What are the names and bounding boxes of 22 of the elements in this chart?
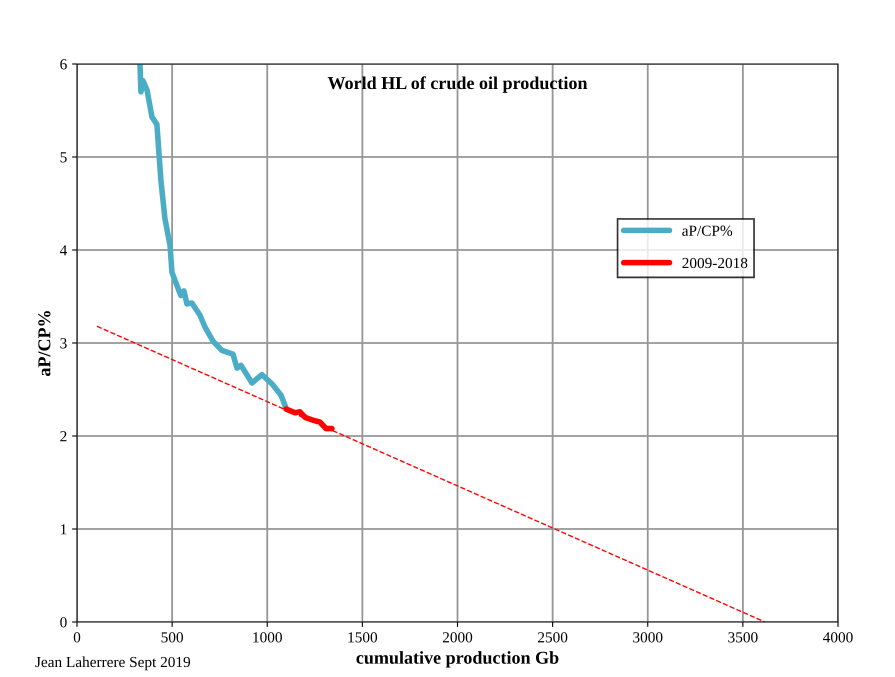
y-tick-label: 2	[60, 431, 66, 442]
x-axis-title: cumulative production Gb	[356, 651, 558, 668]
y-tick-label: 1	[60, 524, 66, 534]
y-tick-label: 3	[60, 338, 67, 348]
x-tick-label: 1500	[348, 632, 378, 642]
legend-label: 2009-2018	[682, 258, 748, 268]
x-tick-label: 500	[162, 632, 183, 642]
x-tick-label: 0	[74, 632, 80, 642]
y-axis-title: aP/CP%	[38, 311, 50, 376]
y-tick-label: 5	[60, 152, 67, 162]
x-tick-label: 2000	[442, 632, 472, 642]
y-tick-label: 0	[60, 617, 67, 628]
x-tick-label: 1000	[253, 632, 282, 642]
x-tick-label: 3000	[633, 632, 662, 642]
text: World HL of crude oil production	[328, 76, 588, 93]
text: Jean Laherrere Sept 2019	[35, 656, 190, 670]
y-tick-label: 6	[60, 59, 67, 70]
y-tick-label: 4	[60, 245, 68, 256]
x-tick-label: 2500	[538, 632, 568, 642]
x-tick-label: 4000	[823, 632, 853, 642]
x-tick-label: 3500	[728, 632, 758, 642]
legend-label: aP/CP%	[682, 226, 732, 236]
